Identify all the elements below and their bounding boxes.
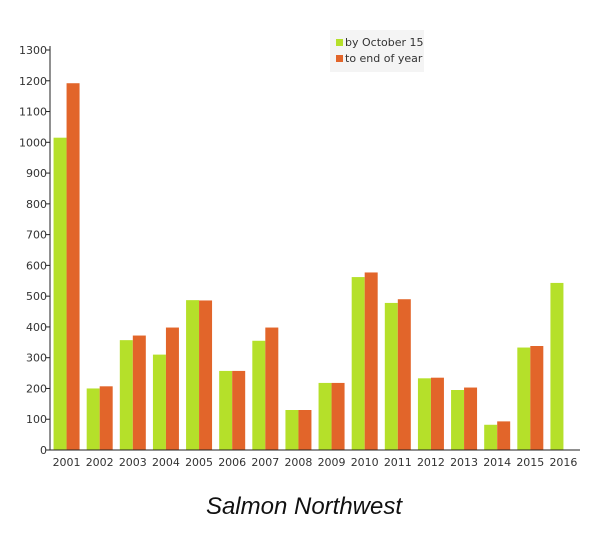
- x-tick-label: 2009: [318, 456, 346, 469]
- y-tick-label: 300: [26, 352, 47, 365]
- x-tick-label: 2012: [417, 456, 445, 469]
- x-tick-label: 2008: [284, 456, 312, 469]
- x-tick-label: 2010: [351, 456, 379, 469]
- x-tick-label: 2013: [450, 456, 478, 469]
- x-tick-label: 2003: [119, 456, 147, 469]
- bar-to-end-of-year-2008: [298, 410, 312, 450]
- y-tick-label: 1000: [19, 136, 47, 149]
- bar-by-october-15-2008: [285, 410, 299, 450]
- bar-by-october-15-2015: [517, 347, 531, 450]
- bar-to-end-of-year-2015: [530, 346, 544, 450]
- bar-by-october-15-2001: [53, 137, 67, 450]
- y-tick-label: 1100: [19, 106, 47, 119]
- bar-to-end-of-year-2014: [497, 421, 511, 450]
- x-axis: 2001 2002 2003 2004 2005 2006 2007 2008 2009 2010…: [50, 449, 580, 469]
- bar-to-end-of-year-2012: [430, 377, 444, 450]
- x-tick-label: 2016: [549, 456, 577, 469]
- y-tick-label: 500: [26, 290, 47, 303]
- bar-to-end-of-year-2004: [165, 327, 179, 450]
- x-tick-label: 2001: [53, 456, 81, 469]
- x-tick-label: 2014: [483, 456, 511, 469]
- bar-to-end-of-year-2003: [132, 335, 146, 450]
- y-tick-label: 1200: [19, 75, 47, 88]
- y-tick-label: 400: [26, 321, 47, 334]
- bar-by-october-15-2012: [417, 378, 431, 450]
- y-tick-label: 600: [26, 259, 47, 272]
- bar-to-end-of-year-2001: [66, 83, 80, 450]
- bar-by-october-15-2013: [451, 390, 465, 450]
- bar-by-october-15-2009: [318, 382, 332, 450]
- bar-to-end-of-year-2013: [464, 387, 478, 450]
- x-tick-label: 2006: [218, 456, 246, 469]
- legend-swatch-by-october-15: [336, 39, 343, 46]
- legend-swatch-to-end-of-year: [336, 55, 343, 62]
- y-tick-label: 900: [26, 167, 47, 180]
- bar-by-october-15-2003: [119, 340, 133, 450]
- y-tick-label: 200: [26, 382, 47, 395]
- legend: by October 15 to end of year: [330, 30, 424, 72]
- legend-background: [330, 30, 424, 72]
- bar-by-october-15-2007: [252, 340, 266, 450]
- bar-by-october-15-2010: [351, 277, 365, 450]
- x-tick-label: 2005: [185, 456, 213, 469]
- x-tick-label: 2007: [251, 456, 279, 469]
- bar-to-end-of-year-2005: [199, 300, 213, 450]
- bar-by-october-15-2011: [384, 302, 398, 450]
- bar-by-october-15-2016: [550, 282, 564, 450]
- y-tick-label: 700: [26, 229, 47, 242]
- y-tick-label: 1300: [19, 44, 47, 57]
- legend-label-to-end-of-year: to end of year: [345, 52, 423, 65]
- bar-by-october-15-2002: [86, 388, 100, 450]
- bar-to-end-of-year-2007: [265, 327, 279, 450]
- y-tick-label: 800: [26, 198, 47, 211]
- y-tick-label: 0: [40, 444, 47, 457]
- bar-to-end-of-year-2002: [99, 386, 113, 450]
- x-tick-label: 2004: [152, 456, 180, 469]
- x-tick-label: 2002: [86, 456, 114, 469]
- bar-by-october-15-2004: [152, 354, 166, 450]
- legend-label-by-october-15: by October 15: [345, 36, 424, 49]
- bar-by-october-15-2014: [484, 424, 498, 450]
- x-tick-label: 2015: [516, 456, 544, 469]
- x-tick-label: 2011: [384, 456, 412, 469]
- bar-by-october-15-2006: [219, 370, 233, 450]
- chart-title: Salmon Northwest: [206, 493, 403, 520]
- bar-by-october-15-2005: [186, 300, 200, 450]
- bar-to-end-of-year-2009: [331, 382, 345, 450]
- bar-to-end-of-year-2006: [232, 370, 246, 450]
- y-axis: 0 100 200 300 400 500 600 700 800 900 1000 1100 1200…: [19, 44, 51, 457]
- bar-to-end-of-year-2011: [397, 299, 411, 450]
- bar-to-end-of-year-2010: [364, 272, 378, 450]
- y-tick-label: 100: [26, 413, 47, 426]
- bars: [53, 83, 564, 450]
